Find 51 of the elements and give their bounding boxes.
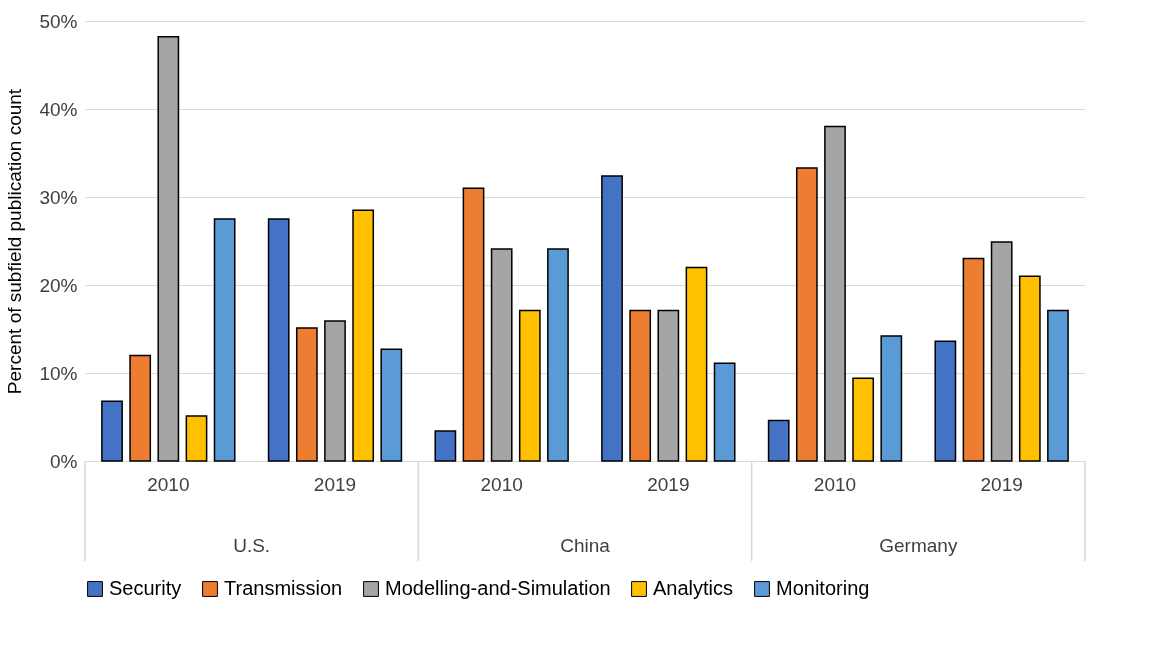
bar bbox=[934, 340, 957, 462]
bar bbox=[1047, 309, 1069, 462]
text: China bbox=[560, 535, 611, 556]
bar bbox=[657, 309, 680, 462]
bar bbox=[547, 248, 569, 462]
legend-label: Security bbox=[109, 577, 182, 599]
bar bbox=[490, 248, 513, 462]
bar bbox=[713, 362, 736, 462]
y-tick-label: 0% bbox=[50, 450, 78, 472]
y-tick-label: 30% bbox=[39, 186, 78, 208]
bar bbox=[324, 320, 346, 462]
bar bbox=[685, 266, 708, 462]
y-tick-label: 40% bbox=[39, 98, 78, 120]
y-tick-label: 20% bbox=[39, 274, 78, 296]
y-tick-label: 50% bbox=[39, 10, 78, 32]
bar bbox=[795, 167, 818, 462]
bar bbox=[962, 257, 985, 462]
legend-label: Monitoring bbox=[776, 577, 870, 599]
bar bbox=[267, 218, 290, 462]
text: U.S. bbox=[233, 535, 271, 556]
bar bbox=[767, 419, 790, 462]
x-tick-label: 2019 bbox=[313, 473, 357, 495]
bar bbox=[990, 241, 1013, 462]
bar bbox=[380, 348, 403, 462]
bar bbox=[601, 175, 623, 462]
bar bbox=[880, 335, 903, 462]
x-tick-label: 2010 bbox=[480, 473, 523, 495]
bar bbox=[157, 36, 180, 462]
legend-label: Transmission bbox=[224, 577, 343, 599]
x-tick-label: 2010 bbox=[813, 473, 857, 495]
bar bbox=[434, 430, 457, 462]
text: Germany bbox=[879, 535, 958, 556]
y-tick-label: 10% bbox=[39, 362, 78, 384]
y-axis-title: Percent of subfield publication count bbox=[4, 88, 26, 395]
x-tick-label: 2019 bbox=[980, 473, 1023, 495]
bar bbox=[1018, 275, 1041, 462]
bar bbox=[852, 377, 875, 462]
bar bbox=[101, 400, 123, 462]
legend-label: Analytics bbox=[653, 577, 734, 599]
bar bbox=[629, 309, 652, 462]
bar bbox=[185, 415, 208, 462]
bar bbox=[518, 309, 541, 462]
bar bbox=[129, 354, 152, 462]
bar bbox=[352, 209, 375, 462]
bar bbox=[462, 187, 485, 462]
bar bbox=[295, 327, 318, 462]
bar bbox=[213, 218, 236, 462]
x-tick-label: 2019 bbox=[647, 473, 690, 495]
bar bbox=[824, 125, 846, 462]
x-tick-label: 2010 bbox=[147, 473, 190, 495]
legend-label: Modelling-and-Simulation bbox=[385, 577, 611, 599]
